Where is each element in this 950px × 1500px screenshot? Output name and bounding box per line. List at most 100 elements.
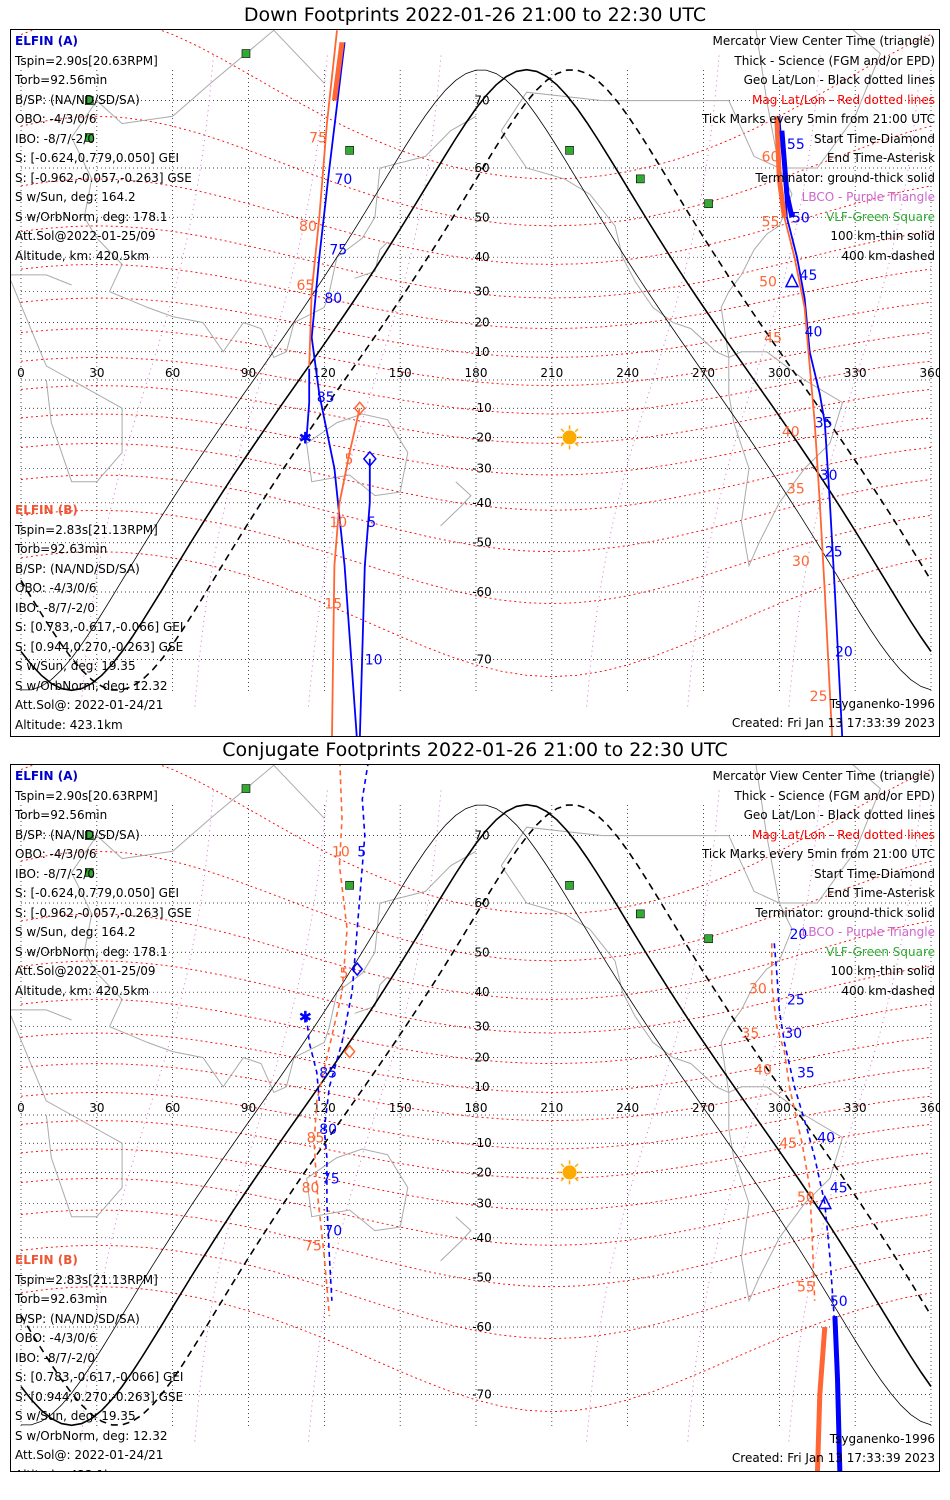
mag-lat-line [20, 1063, 932, 1122]
elfin-a-tick-label: 55 [787, 137, 805, 153]
sun-icon [562, 1165, 577, 1180]
terminator-line [20, 803, 932, 1427]
elfin-b-tick-label: 35 [741, 1026, 759, 1042]
legend-item: 400 km-dashed [841, 983, 935, 998]
mag-lat-line [20, 474, 932, 553]
elfin-b-conjugate-track [313, 765, 348, 1317]
legend-item: Tick Marks every 5min from 21:00 UTC [701, 847, 935, 861]
mag-lat-line [20, 30, 932, 180]
elfin-b-line: Tspin=2.83s[21.13RPM] [15, 522, 158, 537]
legend-item: Start Time-Diamond [813, 131, 935, 146]
center-time-triangle [817, 1194, 833, 1210]
elfin-b-tick-label: 60 [762, 149, 780, 165]
elfin-b-line: S w/OrbNorm, deg: 12.32 [15, 1428, 168, 1443]
map-canvas: 0 30 60 90 120 150 180 210 240 270 300 330 360706050… [11, 30, 939, 736]
lon-tick-label: 30 [89, 1101, 104, 1115]
mag-lat-line [20, 297, 932, 358]
elfin-b-line: Att.Sol@: 2022-01-24/21 [15, 698, 164, 712]
lon-tick-label: 60 [165, 1101, 180, 1115]
vlf-station-marker [84, 831, 94, 840]
elfin-b-track [331, 408, 361, 736]
lon-tick-label: 180 [465, 366, 488, 380]
lat-tick-label: 50 [474, 945, 489, 959]
elfin-b-line: S w/Sun, deg: 19.35 [15, 1409, 136, 1423]
lat-tick-label: -50 [472, 1271, 492, 1285]
elfin-a-track [305, 368, 311, 438]
lat-tick-label: -40 [472, 496, 492, 510]
lat-tick-label: -20 [472, 430, 492, 444]
legend-item: Mag Lat/Lon - Red dotted lines [751, 827, 935, 842]
coastline [306, 413, 409, 497]
coastline [11, 274, 123, 483]
mag-lat-line [20, 765, 932, 915]
elfin-b-tick-label: 45 [764, 330, 782, 346]
mag-lon-line [586, 53, 720, 707]
legend-item: Thick - Science (FGM and/or EPD) [734, 53, 935, 68]
elfin-a-tick-label: 25 [787, 992, 805, 1008]
elfin-a-line: S w/Sun, deg: 164.2 [15, 925, 136, 939]
vlf-station-marker [84, 868, 94, 877]
lat-tick-label: 30 [474, 1020, 489, 1034]
elfin-a-tick-label: 75 [329, 243, 347, 259]
elfin-b-line: OBO: -4/3/0/6 [15, 581, 97, 595]
lat-tick-label: -70 [472, 652, 492, 666]
vlf-station-marker [345, 880, 354, 890]
elfin-a-conjugate-track [323, 765, 369, 1301]
lat-tick-label: 10 [474, 1080, 489, 1094]
elfin-a-tick-label: 40 [805, 325, 823, 341]
lat-tick-label: 50 [474, 210, 489, 224]
mag-lon-line [308, 53, 442, 707]
vlf-station-marker [704, 199, 713, 209]
legend-item: LBCO - Purple Triangle [801, 190, 935, 204]
elfin-b-tick-label: 40 [782, 424, 800, 440]
elfin-b-science-track [774, 116, 787, 218]
legend: Mercator View Center Time (triangle) Thic… [702, 767, 935, 1001]
elfin-a-line: S w/OrbNorm, deg: 178.1 [15, 944, 168, 959]
elfin-a-line: Torb=92.56min [15, 808, 108, 822]
coastline [728, 1086, 844, 1303]
legend-item: End Time-Asterisk [826, 151, 935, 165]
elfin-a-header: ELFIN (A) [15, 769, 78, 783]
lat-tick-label: -30 [472, 1196, 492, 1210]
start-time-diamond [353, 401, 366, 416]
vlf-station-marker [241, 49, 251, 58]
elfin-a-science-track [779, 130, 795, 218]
start-time-diamond [362, 450, 377, 467]
elfin-a-track [310, 42, 358, 736]
elfin-a-tick-label: 25 [825, 545, 843, 561]
coastline [755, 765, 881, 904]
elfin-a-line: B/SP: (NA/ND/SD/SA) [15, 827, 140, 842]
legend-item: Thick - Science (FGM and/or EPD) [734, 788, 935, 803]
legend-item: 100 km-thin solid [830, 229, 935, 243]
elfin-b-science-track [814, 1326, 828, 1471]
elfin-b-tick-label: 15 [324, 597, 342, 613]
vlf-station-marker [345, 145, 354, 155]
elfin-b-tick-label: 30 [749, 981, 767, 997]
legend-item: VLF-Green Square [826, 209, 935, 224]
elfin-a-tick-label: 50 [830, 1294, 848, 1310]
map-canvas: 0 30 60 90 120 150 180 210 240 270 300 330 360706050… [11, 765, 939, 1471]
mag-lat-line [20, 385, 932, 444]
lat-tick-label: -40 [472, 1231, 492, 1245]
lat-tick-label: -60 [472, 585, 492, 599]
elfin-b-tick-label: 10 [329, 515, 347, 531]
lon-tick-label: 240 [616, 366, 639, 380]
lat-tick-label: 20 [474, 1051, 489, 1065]
sun-icon [562, 430, 577, 445]
elfin-b-tick-label: 50 [759, 275, 777, 291]
lon-tick-label: 180 [465, 1101, 488, 1115]
elfin-a-line: Torb=92.56min [15, 73, 108, 87]
vlf-station-marker [636, 909, 645, 919]
legend-item: Terminator: ground-thick solid [755, 170, 935, 185]
mag-lat-line [20, 1032, 932, 1093]
mag-lat-line [20, 509, 932, 605]
elfin-b-tick-label: 75 [304, 1238, 322, 1254]
mag-lat-line [20, 413, 932, 476]
coastline [306, 1148, 409, 1232]
mag-lon-line [194, 53, 328, 707]
elfin-a-tick-label: 80 [324, 291, 342, 307]
coastline [354, 241, 388, 279]
elfin-a-tick-label: 85 [319, 1065, 337, 1081]
sun-ray [574, 428, 579, 433]
elfin-a-tick-label: 35 [797, 1065, 815, 1081]
